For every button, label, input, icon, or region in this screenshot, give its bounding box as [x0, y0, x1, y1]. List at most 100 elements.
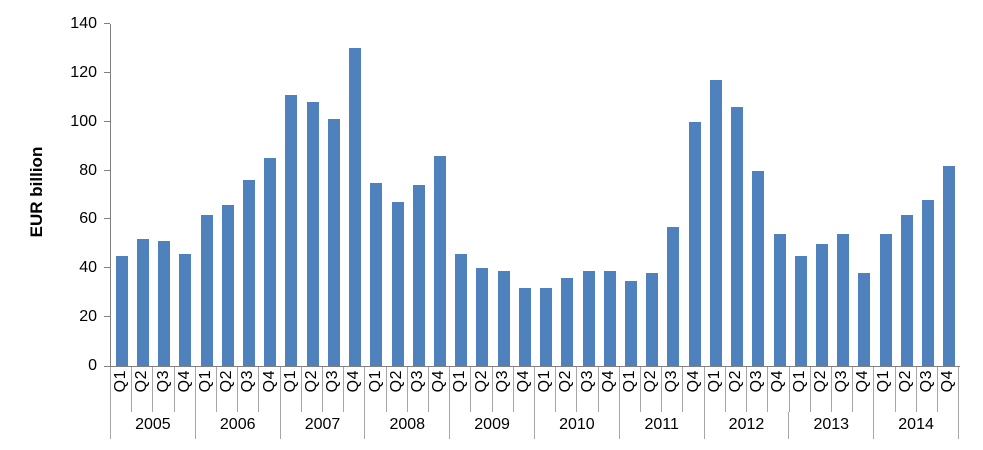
- bar-2012-Q1: [709, 80, 722, 366]
- quarter-tick-label: Q4: [345, 370, 363, 393]
- y-axis-tick-label: 60: [79, 210, 97, 228]
- quarter-label-cell-2013-Q4: Q4: [853, 367, 875, 412]
- bar-2008-Q2: [391, 202, 404, 366]
- quarter-label-cell-2014-Q2: Q2: [896, 367, 917, 412]
- bar-2006-Q2: [221, 204, 234, 366]
- quarter-label-cell-2005-Q2: Q2: [132, 367, 154, 412]
- bar-2009-Q4: [518, 287, 531, 366]
- quarter-label-cell-2008-Q3: Q3: [408, 367, 430, 412]
- quarter-tick-label: Q3: [493, 370, 511, 393]
- quarter-tick-label: Q1: [366, 370, 384, 393]
- quarter-label-cell-2006-Q3: Q3: [238, 367, 260, 412]
- y-axis-tick-mark: [104, 316, 110, 318]
- bar-2006-Q1: [200, 214, 213, 366]
- bar-2009-Q1: [455, 253, 468, 366]
- quarter-tick-label: Q3: [239, 370, 257, 393]
- quarter-label-cell-2009-Q1: Q1: [450, 367, 472, 412]
- quarter-tick-label: Q1: [112, 370, 130, 393]
- year-label-cell-2014: 2014: [874, 412, 959, 439]
- quarter-tick-label: Q4: [175, 370, 193, 393]
- quarter-label-cell-2012-Q2: Q2: [726, 367, 748, 412]
- quarter-label-cell-2013-Q1: Q1: [790, 367, 811, 412]
- bar-2011-Q2: [646, 273, 659, 366]
- year-label-cell-2012: 2012: [705, 412, 790, 439]
- quarter-tick-label: Q3: [408, 370, 426, 393]
- y-axis-tick-mark: [104, 366, 110, 367]
- quarter-label-cell-2010-Q4: Q4: [599, 367, 620, 412]
- quarter-tick-label: Q1: [536, 370, 554, 393]
- bar-2013-Q2: [816, 243, 829, 366]
- bar-2007-Q2: [306, 102, 319, 366]
- quarter-tick-label: Q4: [939, 370, 957, 393]
- bar-2007-Q3: [327, 119, 340, 366]
- bar-2007-Q1: [285, 94, 298, 366]
- bar-2005-Q3: [158, 241, 171, 366]
- bar-2009-Q2: [476, 268, 489, 366]
- bar-2012-Q4: [773, 234, 786, 366]
- year-label-cell-2013: 2013: [789, 412, 875, 439]
- bar-2010-Q2: [561, 278, 574, 366]
- y-axis-tick-label: 0: [88, 357, 97, 374]
- quarter-label-cell-2006-Q2: Q2: [217, 367, 239, 412]
- quarter-tick-label: Q4: [854, 370, 872, 393]
- bar-2013-Q4: [858, 273, 871, 366]
- y-axis-tick-mark: [104, 23, 110, 24]
- bar-2010-Q1: [540, 287, 553, 366]
- quarter-tick-label: Q3: [663, 370, 681, 393]
- quarter-tick-label: Q2: [218, 370, 236, 393]
- y-axis-tick-label: 140: [70, 15, 97, 32]
- bar-2011-Q1: [625, 280, 637, 366]
- y-axis-tick-mark: [104, 267, 110, 269]
- quarter-tick-label: Q4: [599, 370, 617, 393]
- quarter-tick-label: Q1: [875, 370, 893, 393]
- quarter-tick-label: Q1: [620, 370, 638, 393]
- quarter-label-cell-2011-Q4: Q4: [683, 367, 705, 412]
- quarter-label-cell-2011-Q3: Q3: [662, 367, 684, 412]
- quarter-tick-label: Q2: [387, 370, 405, 393]
- quarter-tick-label: Q2: [472, 370, 490, 393]
- y-axis-tick-label: 20: [79, 308, 97, 326]
- quarter-tick-label: Q3: [917, 370, 935, 393]
- y-axis-tick-label: 120: [70, 63, 97, 81]
- quarter-label-cell-2007-Q4: Q4: [344, 367, 366, 412]
- bar-2014-Q1: [879, 234, 892, 366]
- plot-area: [110, 24, 960, 367]
- quarter-tick-label: Q3: [748, 370, 766, 393]
- quarter-label-cell-2012-Q3: Q3: [747, 367, 769, 412]
- bar-2011-Q4: [688, 121, 701, 366]
- y-axis-tick-mark: [104, 218, 110, 220]
- quarter-tick-label: Q3: [154, 370, 172, 393]
- quarter-tick-label: Q2: [642, 370, 660, 393]
- y-axis-tick-label: 80: [79, 161, 97, 179]
- quarter-tick-label: Q2: [811, 370, 829, 393]
- quarter-tick-label: Q2: [726, 370, 744, 393]
- year-label-cell-2011: 2011: [620, 412, 705, 439]
- year-label-cell-2005: 2005: [111, 412, 196, 439]
- quarter-label-cell-2009-Q4: Q4: [514, 367, 536, 412]
- bar-2013-Q1: [794, 256, 807, 366]
- quarter-label-cell-2005-Q1: Q1: [111, 367, 133, 412]
- quarter-label-cell-2006-Q1: Q1: [196, 367, 218, 412]
- bar-2014-Q3: [922, 199, 935, 366]
- bar-2010-Q4: [603, 270, 616, 366]
- quarter-label-cell-2007-Q3: Q3: [323, 367, 345, 412]
- bar-2006-Q4: [264, 158, 277, 366]
- bar-2014-Q2: [900, 214, 913, 366]
- quarter-label-cell-2008-Q4: Q4: [429, 367, 451, 412]
- bar-2013-Q3: [837, 234, 850, 366]
- quarter-tick-label: Q1: [196, 370, 214, 393]
- bar-2014-Q4: [943, 165, 956, 366]
- bar-2010-Q3: [582, 270, 595, 366]
- y-axis-tick-mark: [104, 120, 110, 122]
- quarter-tick-label: Q2: [133, 370, 151, 393]
- bar-2008-Q4: [433, 155, 446, 366]
- year-label-cell-2007: 2007: [281, 412, 366, 439]
- bar-2008-Q3: [412, 185, 425, 366]
- bar-2005-Q4: [179, 253, 192, 366]
- quarter-tick-label: Q4: [430, 370, 448, 393]
- year-label-cell-2008: 2008: [365, 412, 451, 439]
- quarter-tick-label: Q2: [896, 370, 914, 393]
- quarter-label-cell-2009-Q3: Q3: [493, 367, 514, 412]
- y-axis-tick-mark: [104, 169, 110, 171]
